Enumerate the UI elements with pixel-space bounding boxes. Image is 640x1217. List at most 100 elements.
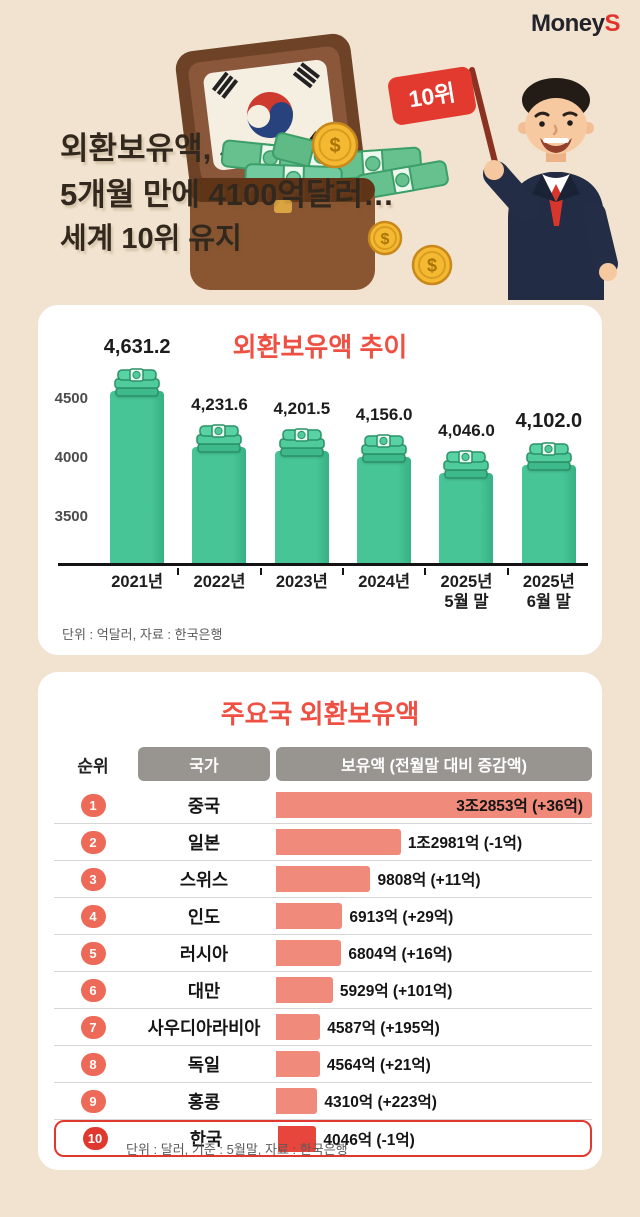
headline-line-3: 세계 10위 유지 xyxy=(60,222,242,255)
x-axis-label: 2024년 xyxy=(358,573,411,591)
bar-value-label: 4,231.6 xyxy=(191,395,248,414)
bar xyxy=(439,473,494,563)
value-bar-cell: 9808억 (+11억) xyxy=(276,866,592,892)
rank-badge: 8 xyxy=(80,1052,106,1076)
y-axis: 4500 4000 3500 xyxy=(52,355,90,563)
x-axis-label: 2023년 xyxy=(275,573,328,591)
value-bar xyxy=(276,1051,320,1077)
bar-column: 4,046.0 xyxy=(424,355,507,575)
ranking-card: 주요국 외환보유액 순위 국가 보유액 (전월말 대비 증감액) 1 중국 3조28… xyxy=(38,672,602,1170)
bar-column: 4,201.5 xyxy=(259,355,343,575)
brand-logo: MoneyS xyxy=(530,10,621,38)
value-label: 3조2853억 (+36억) xyxy=(456,798,583,815)
country-name: 대만 xyxy=(187,980,221,1001)
country-name: 러시아 xyxy=(179,943,229,964)
value-bar-cell: 4564억 (+21억) xyxy=(276,1051,592,1077)
bar-value-label: 4,201.5 xyxy=(273,399,331,418)
value-bar-cell: 4587억 (+195억) xyxy=(276,1014,592,1040)
money-stack-icon xyxy=(443,450,490,480)
y-tick-label: 4000 xyxy=(54,449,88,466)
x-axis-label: 2022년 xyxy=(193,573,246,591)
bar-value-label: 4,102.0 xyxy=(515,410,583,432)
x-labels: 2021년 2022년 2023년 2024년 2025년 5월 말 2025년 6월 말 xyxy=(96,573,590,613)
table-row: 3 스위스 9808억 (+11억) xyxy=(54,861,592,898)
page-title: 외환보유액, 5개월 만에 4100억달러… 세계 10위 유지 xyxy=(60,126,394,261)
country-name: 인도 xyxy=(187,906,221,927)
value-bar xyxy=(276,940,342,966)
rank-flag-icon: 10위 xyxy=(388,66,476,125)
y-tick-label: 4500 xyxy=(54,390,88,407)
value-bar xyxy=(276,829,401,855)
bar xyxy=(521,465,576,563)
bar xyxy=(110,391,165,563)
value-bar xyxy=(276,866,371,892)
svg-text:$: $ xyxy=(427,256,437,276)
column-header-rank: 순위 xyxy=(77,756,109,776)
table-row: 8 독일 4564억 (+21억) xyxy=(54,1046,592,1083)
table-header: 순위 국가 보유액 (전월말 대비 증감액) xyxy=(54,747,592,781)
headline-line-2: 5개월 만에 4100억달러… xyxy=(60,176,395,212)
bar-column: 4,156.0 xyxy=(341,355,425,575)
table-title: 주요국 외환보유액 xyxy=(220,699,420,729)
value-label: 4310억 (+223억) xyxy=(324,1094,437,1111)
country-name: 일본 xyxy=(187,832,221,853)
mascot-man: 10위 xyxy=(388,66,618,300)
ranking-rows: 1 중국 3조2853억 (+36억) 2 일본 1조2981억 (-1억) 3 스위스 980… xyxy=(54,787,592,1157)
value-label: 4587억 (+195억) xyxy=(327,1020,440,1037)
bar xyxy=(274,451,329,563)
value-bar-cell: 6804억 (+16억) xyxy=(276,940,592,966)
country-name: 독일 xyxy=(187,1054,221,1075)
bar xyxy=(192,447,247,563)
value-bar: 3조2853억 (+36억) xyxy=(276,792,592,818)
suitcase-base xyxy=(190,178,375,290)
bar-value-label: 4,046.0 xyxy=(438,421,495,440)
value-label: 4564억 (+21억) xyxy=(326,1057,431,1074)
table-row: 6 대만 5929억 (+101억) xyxy=(54,972,592,1009)
value-bar xyxy=(278,1125,317,1152)
fx-trend-card: 외환보유액 추이 4500 4000 3500 4,631.2 4,231.6 4,20… xyxy=(38,305,602,655)
bar-column: 4,102.0 xyxy=(506,355,590,575)
value-bar xyxy=(276,1014,321,1040)
bar-plot: 4,631.2 4,231.6 4,201.5 4,156.0 4,046.0 4,102… xyxy=(96,336,590,575)
svg-text:$: $ xyxy=(381,231,390,248)
money-stack-icon xyxy=(361,434,407,464)
brand-logo-accent: S xyxy=(604,10,620,37)
money-stack-icon xyxy=(279,428,325,458)
value-label: 9808억 (+11억) xyxy=(377,872,481,889)
x-axis-label: 2025년 6월 말 xyxy=(522,573,575,611)
rank-badge: 4 xyxy=(80,904,106,928)
rank-badge: 1 xyxy=(80,793,106,817)
bar-chart: 4500 4000 3500 4,631.2 4,231.6 4,201.5 4,156.… xyxy=(38,336,602,575)
table-source-note: 단위 : 달러, 기준 : 5월말, 자료 : 한국은행 xyxy=(126,1142,348,1157)
bar-column: 4,231.6 xyxy=(177,355,260,575)
value-bar-cell: 5929억 (+101억) xyxy=(276,977,592,1003)
x-axis xyxy=(58,563,588,566)
value-bar-cell: 6913억 (+29억) xyxy=(276,903,592,929)
chart-source-note: 단위 : 억달러, 자료 : 한국은행 xyxy=(62,627,223,642)
rank-badge: 2 xyxy=(80,830,106,854)
value-label: 5929억 (+101억) xyxy=(339,983,453,1000)
money-stack-icon xyxy=(114,368,160,398)
value-bar-cell: 3조2853억 (+36억) xyxy=(276,792,592,818)
value-label: 4046억 (-1억) xyxy=(323,1131,415,1149)
country-name: 한국 xyxy=(189,1129,223,1149)
brand-logo-primary: Money xyxy=(530,10,605,37)
money-stack-icon xyxy=(196,424,243,454)
money-stack-icon xyxy=(526,442,572,472)
value-label: 1조2981억 (-1억) xyxy=(407,835,523,852)
bar-column: 4,631.2 xyxy=(96,336,178,563)
column-header-country: 국가 xyxy=(138,747,270,781)
svg-text:$: $ xyxy=(329,135,340,157)
value-label: 6913억 (+29억) xyxy=(349,909,454,926)
rank-badge: 5 xyxy=(80,941,106,965)
country-name: 사우디아라비아 xyxy=(147,1017,261,1038)
bar-value-label: 4,156.0 xyxy=(355,405,413,424)
rank-badge: 6 xyxy=(80,978,106,1002)
country-name: 중국 xyxy=(187,795,221,816)
value-label: 6804억 (+16억) xyxy=(348,946,453,963)
country-name: 홍콩 xyxy=(187,1091,221,1112)
rank-badge: 7 xyxy=(80,1015,106,1039)
bar-value-label: 4,631.2 xyxy=(103,336,171,358)
country-name: 스위스 xyxy=(179,869,229,890)
